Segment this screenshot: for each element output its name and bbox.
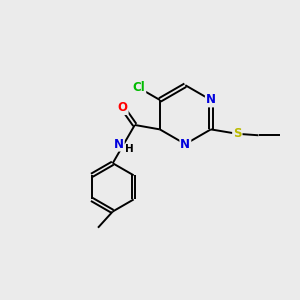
Text: Cl: Cl — [133, 81, 145, 94]
Text: N: N — [180, 138, 190, 151]
Text: O: O — [118, 101, 128, 114]
Text: N: N — [206, 93, 216, 106]
Text: H: H — [125, 144, 134, 154]
Text: N: N — [114, 138, 124, 151]
Text: S: S — [233, 127, 242, 140]
